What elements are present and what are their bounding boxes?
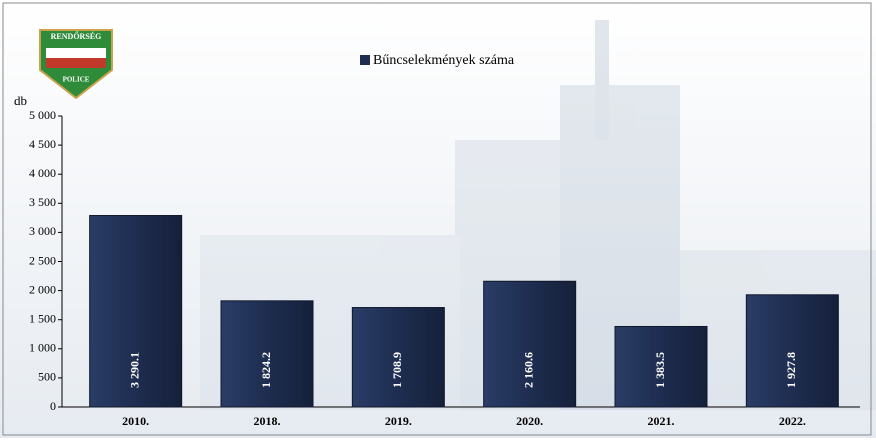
x-tick-label: 2020.: [516, 414, 543, 428]
y-axis-label: db: [14, 93, 27, 108]
y-tick-label: 4 000: [29, 166, 56, 180]
legend-swatch: [360, 55, 370, 65]
y-tick-label: 2 000: [29, 282, 56, 296]
x-tick-label: 2021.: [648, 414, 675, 428]
y-tick-label: 500: [38, 370, 56, 384]
value-label: 1 708.9: [390, 352, 404, 388]
value-label: 1 824.2: [259, 352, 273, 388]
y-tick-label: 3 500: [29, 195, 56, 209]
x-tick-label: 2018.: [254, 414, 281, 428]
y-tick-label: 2 500: [29, 253, 56, 267]
chart: RENDŐRSÉG POLICE Bűncselekmények száma d…: [0, 0, 876, 438]
y-tick-label: 0: [50, 399, 56, 413]
logo-text: POLICE: [63, 76, 90, 84]
value-label: 1 927.8: [784, 352, 798, 388]
bar: [746, 295, 838, 407]
y-tick-label: 1 000: [29, 341, 56, 355]
x-tick-label: 2019.: [385, 414, 412, 428]
y-tick-label: 5 000: [29, 108, 56, 122]
x-tick-label: 2022.: [779, 414, 806, 428]
y-tick-label: 4 500: [29, 137, 56, 151]
x-tick-label: 2010.: [122, 414, 149, 428]
value-label: 2 160.6: [521, 352, 535, 388]
legend-label: Bűncselekmények száma: [373, 53, 515, 68]
value-label: 3 290.1: [127, 352, 141, 388]
value-label: 1 383.5: [653, 352, 667, 388]
y-tick-label: 3 000: [29, 224, 56, 238]
y-tick-label: 1 500: [29, 311, 56, 325]
logo-text: RENDŐRSÉG: [51, 31, 102, 41]
